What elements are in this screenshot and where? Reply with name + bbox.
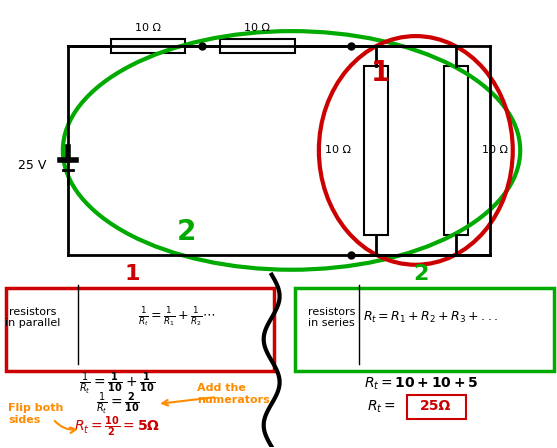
Text: $R_t = \frac{\mathbf{10}}{\mathbf{2}} = \mathbf{5\Omega}$: $R_t = \frac{\mathbf{10}}{\mathbf{2}} = … — [75, 415, 160, 439]
Text: 1: 1 — [371, 59, 390, 87]
Text: $R_t = R_1 + R_2 + R_3 + ...$: $R_t = R_1 + R_2 + R_3 + ...$ — [363, 310, 499, 325]
FancyBboxPatch shape — [407, 395, 466, 419]
FancyBboxPatch shape — [6, 288, 273, 371]
Text: 2: 2 — [177, 218, 197, 246]
Text: 10 Ω: 10 Ω — [482, 146, 509, 155]
FancyBboxPatch shape — [295, 288, 554, 371]
Text: resistors
in parallel: resistors in parallel — [6, 307, 61, 328]
Text: 1: 1 — [125, 264, 140, 284]
Text: 10 Ω: 10 Ω — [135, 23, 161, 33]
Text: 10 Ω: 10 Ω — [325, 146, 351, 155]
Text: $R_t = \mathbf{10 + 10 + 5}$: $R_t = \mathbf{10 + 10 + 5}$ — [364, 376, 478, 392]
Text: Add the
numerators: Add the numerators — [197, 383, 270, 405]
Text: $R_t = $: $R_t = $ — [367, 399, 395, 415]
Text: $\frac{1}{R_t} = \frac{\mathbf{2}}{\mathbf{10}}$: $\frac{1}{R_t} = \frac{\mathbf{2}}{\math… — [96, 391, 139, 417]
Text: 25Ω: 25Ω — [420, 399, 451, 413]
FancyBboxPatch shape — [111, 39, 185, 53]
Text: 10 Ω: 10 Ω — [244, 23, 270, 33]
FancyBboxPatch shape — [220, 39, 295, 53]
Text: $\frac{1}{R_t} = \frac{\mathbf{1}}{\mathbf{10}} + \frac{\mathbf{1}}{\mathbf{10}}: $\frac{1}{R_t} = \frac{\mathbf{1}}{\math… — [80, 371, 155, 397]
FancyBboxPatch shape — [444, 66, 467, 235]
Text: resistors
in series: resistors in series — [307, 307, 355, 328]
Text: 25 V: 25 V — [18, 159, 46, 172]
FancyBboxPatch shape — [364, 66, 388, 235]
Text: Flip both
sides: Flip both sides — [8, 403, 63, 425]
Text: 2: 2 — [413, 264, 428, 284]
Text: $\frac{1}{R_t} = \frac{1}{R_1} + \frac{1}{R_2}\cdots$: $\frac{1}{R_t} = \frac{1}{R_1} + \frac{1… — [138, 306, 216, 329]
